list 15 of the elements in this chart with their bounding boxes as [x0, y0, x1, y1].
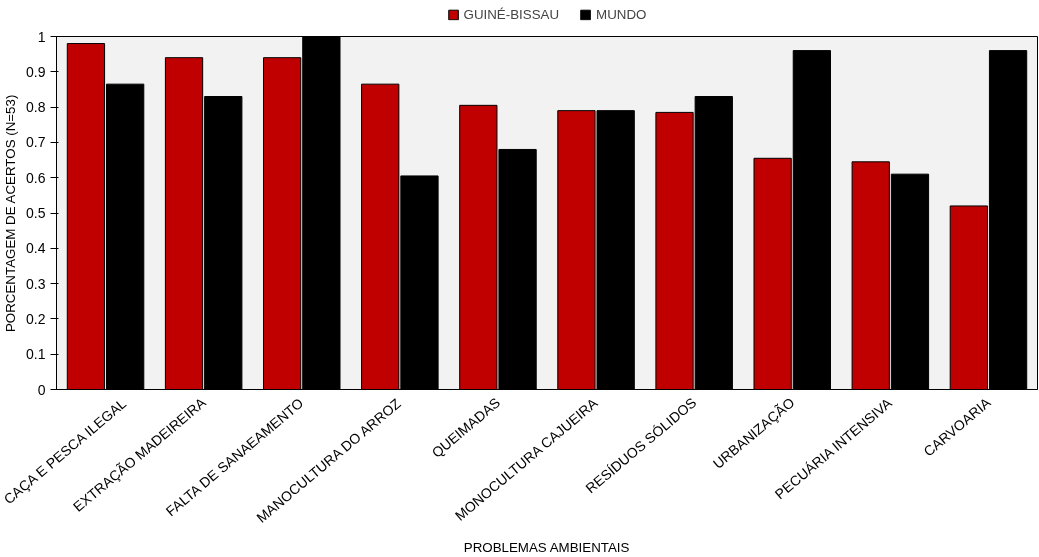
legend-label: GUINÉ-BISSAU: [463, 6, 560, 22]
y-tick-label: 0.9: [26, 63, 46, 80]
y-tick-label: 0.1: [26, 346, 46, 363]
x-axis-title: PROBLEMAS AMBIENTAIS: [463, 539, 630, 555]
y-tick-label: 0.8: [26, 99, 46, 116]
y-tick-label: 0.7: [26, 134, 46, 151]
y-tick-label: 0.3: [26, 275, 46, 292]
y-tick-label: 0.2: [26, 310, 46, 327]
y-tick-label: 0.6: [26, 169, 46, 186]
y-tick-label: 0: [37, 381, 46, 398]
y-tick-label: 0.5: [26, 205, 46, 221]
y-tick-label: 0.4: [26, 240, 46, 257]
legend-label: MUNDO: [596, 6, 647, 22]
y-tick-label: 1: [37, 28, 46, 45]
y-axis-title: PORCENTAGEM DE ACERTOS (N=53): [3, 94, 19, 333]
